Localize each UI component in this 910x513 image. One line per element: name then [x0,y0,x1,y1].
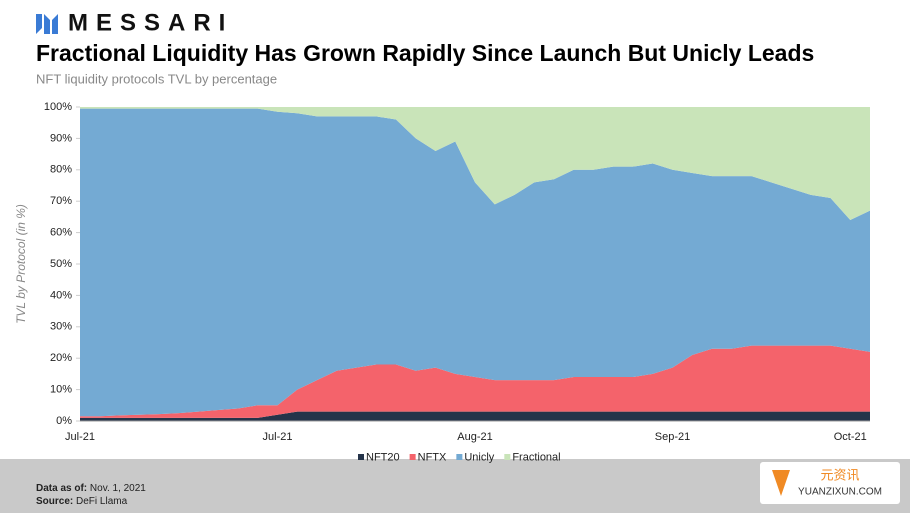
watermark-name: 元资讯 [820,467,859,482]
y-tick-label: 60% [50,227,72,239]
y-tick-label: 0% [56,415,72,427]
watermark-url: YUANZIXUN.COM [798,487,882,498]
legend: NFT20 NFTX Unicly Fractional [358,451,561,463]
y-tick-label: 100% [44,101,72,113]
area [80,345,870,418]
footer-band [0,459,910,513]
legend-swatch [456,454,463,460]
y-tick-label: 20% [50,352,72,364]
legend-label: Fractional [512,451,560,463]
legend-swatch [358,454,364,460]
watermark-box [760,462,900,504]
chart-title: Fractional Liquidity Has Grown Rapidly S… [36,40,814,66]
footer-source-name: DeFi Llama [76,496,128,507]
footer-source: Source: DeFi Llama [36,496,128,507]
y-tick-label: 30% [50,321,72,333]
legend-label: NFTX [418,451,447,463]
footer-data-date: Nov. 1, 2021 [90,483,146,494]
x-tick-label: Aug-21 [457,431,492,443]
y-tick-label: 80% [50,164,72,176]
watermark-icon [772,470,790,496]
legend-swatch [504,454,511,460]
x-tick-label: Sep-21 [655,431,690,443]
y-tick-label: 50% [50,258,72,270]
x-tick-label: Oct-21 [834,431,867,443]
logo [36,14,58,34]
y-tick-label: 10% [50,384,72,396]
footer-source-label: Source: [36,496,73,507]
area [80,411,870,421]
y-tick-label: 40% [50,289,72,301]
chart-subtitle: NFT liquidity protocols TVL by percentag… [36,71,277,86]
area [80,107,870,221]
footer-data-label: Data as of: [36,483,87,494]
plot: 0% 10% 20% 30% 40% 50% 60% 70% 80% 90% 100% Jul-21 J… [44,101,870,443]
x-tick-label: Jul-21 [263,431,293,443]
y-axis-label: TVL by Protocol (in %) [14,204,28,324]
brand: MESSARI [68,9,233,36]
y-tick-label: 90% [50,132,72,144]
y-tick-label: 70% [50,195,72,207]
legend-label: NFT20 [366,451,400,463]
legend-swatch [409,454,416,460]
logo-mark [36,14,58,34]
footer-data: Data as of: Nov. 1, 2021 [36,483,146,494]
area [80,108,870,417]
legend-label: Unicly [464,451,494,463]
x-tick-label: Jul-21 [65,431,95,443]
